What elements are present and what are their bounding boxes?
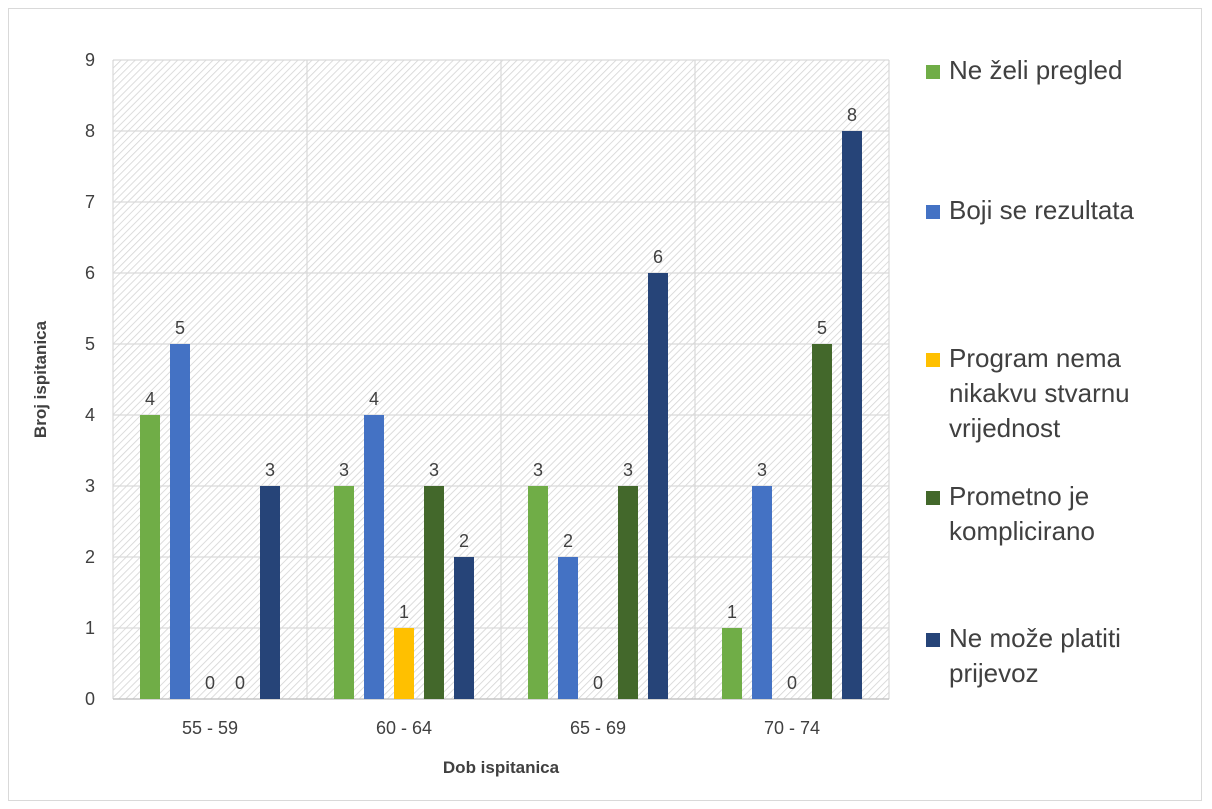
x-tick-label: 60 - 64	[376, 718, 432, 738]
bar	[424, 486, 444, 699]
y-tick-label: 5	[85, 334, 95, 354]
data-label: 1	[727, 602, 737, 622]
data-label: 3	[533, 460, 543, 480]
data-label: 5	[175, 318, 185, 338]
x-tick-label: 55 - 59	[182, 718, 238, 738]
data-label: 0	[235, 673, 245, 693]
x-axis-ticks: 55 - 59 60 - 64 65 - 69 70 - 74	[182, 718, 820, 738]
legend-label: vrijednost	[949, 413, 1061, 443]
x-axis-title: Dob ispitanica	[443, 758, 560, 777]
bar	[722, 628, 742, 699]
bar	[528, 486, 548, 699]
legend-label: Program nema	[949, 343, 1121, 373]
data-label: 6	[653, 247, 663, 267]
legend-label: komplicirano	[949, 516, 1095, 546]
gridlines	[112, 59, 890, 700]
legend-swatch	[926, 205, 940, 219]
bar	[394, 628, 414, 699]
data-label: 1	[399, 602, 409, 622]
x-tick-label: 65 - 69	[570, 718, 626, 738]
y-tick-label: 6	[85, 263, 95, 283]
data-label: 3	[429, 460, 439, 480]
legend: Ne želi pregled Boji se rezultata Program …	[926, 55, 1135, 688]
data-label: 8	[847, 105, 857, 125]
legend-label: prijevoz	[949, 658, 1039, 688]
legend-swatch	[926, 633, 940, 647]
data-label: 4	[145, 389, 155, 409]
legend-swatch	[926, 65, 940, 79]
bar	[454, 557, 474, 699]
bar	[140, 415, 160, 699]
data-label: 3	[623, 460, 633, 480]
data-label: 3	[757, 460, 767, 480]
data-label: 3	[265, 460, 275, 480]
y-axis-title: Broj ispitanica	[31, 320, 50, 438]
data-label: 2	[563, 531, 573, 551]
legend-swatch	[926, 491, 940, 505]
bar	[618, 486, 638, 699]
data-label: 0	[787, 673, 797, 693]
bar	[752, 486, 772, 699]
y-axis-ticks: 0 1 2 3 4 5 6 7 8 9	[85, 50, 95, 709]
y-tick-label: 9	[85, 50, 95, 70]
legend-item: Boji se rezultata	[926, 195, 1135, 225]
y-tick-label: 8	[85, 121, 95, 141]
bar	[170, 344, 190, 699]
legend-item: Prometno je komplicirano	[926, 481, 1095, 546]
bar	[260, 486, 280, 699]
data-label: 0	[205, 673, 215, 693]
data-label: 4	[369, 389, 379, 409]
bar	[842, 131, 862, 699]
y-tick-label: 4	[85, 405, 95, 425]
legend-item: Ne može platiti prijevoz	[926, 623, 1121, 688]
legend-label: nikakvu stvarnu	[949, 378, 1130, 408]
legend-swatch	[926, 353, 940, 367]
bar	[812, 344, 832, 699]
y-tick-label: 1	[85, 618, 95, 638]
bars	[140, 131, 862, 699]
bar	[364, 415, 384, 699]
data-label: 2	[459, 531, 469, 551]
y-tick-label: 3	[85, 476, 95, 496]
y-tick-label: 7	[85, 192, 95, 212]
data-label: 0	[593, 673, 603, 693]
data-label: 5	[817, 318, 827, 338]
legend-label: Prometno je	[949, 481, 1089, 511]
data-label: 3	[339, 460, 349, 480]
bar	[334, 486, 354, 699]
y-tick-label: 2	[85, 547, 95, 567]
legend-label: Boji se rezultata	[949, 195, 1135, 225]
bar	[558, 557, 578, 699]
legend-label: Ne može platiti	[949, 623, 1121, 653]
legend-item: Program nema nikakvu stvarnu vrijednost	[926, 343, 1130, 443]
legend-item: Ne želi pregled	[926, 55, 1122, 85]
y-tick-label: 0	[85, 689, 95, 709]
bar	[648, 273, 668, 699]
x-tick-label: 70 - 74	[764, 718, 820, 738]
legend-label: Ne želi pregled	[949, 55, 1122, 85]
